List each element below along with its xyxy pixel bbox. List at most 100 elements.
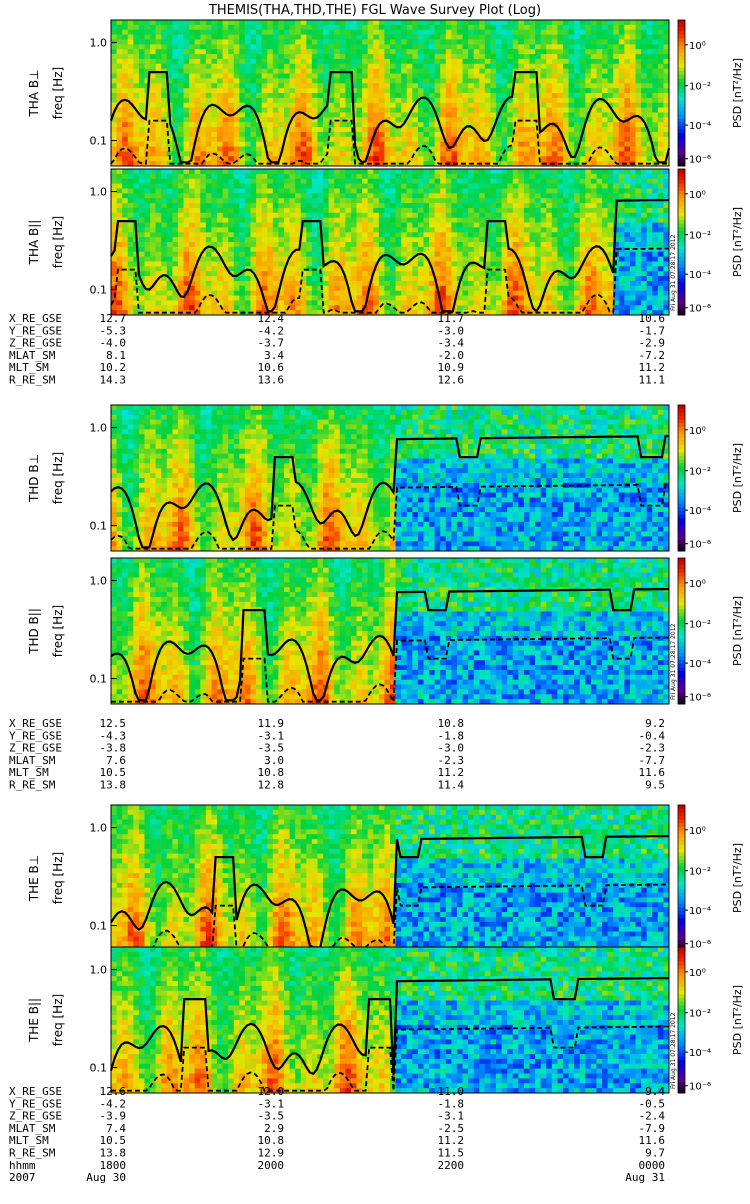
colorbar-tick-label: 10⁰ [689,579,706,590]
ephemeris-value: -1.8 [438,1097,465,1110]
ephemeris-value: 7.4 [106,1122,126,1135]
ephemeris-value: 11.1 [639,374,666,387]
ephemeris-name: Y_RE_GSE [9,324,62,337]
colorbar-tick-label: 10⁻² [689,467,711,478]
start-date-label: Aug 30 [86,1171,126,1184]
ephemeris-value: -3.1 [438,1110,465,1123]
ephemeris-name: Y_RE_GSE [9,1097,62,1110]
y-axis-label: freq [Hz] [51,67,65,119]
time-tick-label: 0000 [639,1159,666,1172]
ephemeris-value: 12.6 [438,374,465,387]
colorbar-label: PSD [nT²/Hz] [731,58,744,128]
end-date-label: Aug 31 [625,1171,665,1184]
ephemeris-value: 12.5 [100,717,127,730]
panel-label: THD B⊥ [27,454,41,503]
ephemeris-value: 11.7 [438,312,465,325]
y-tick-label: 0.1 [90,520,108,533]
ephemeris-value: 3.4 [264,349,284,362]
ephemeris-name: MLT_SM [9,1134,49,1147]
ephemeris-value: -7.9 [639,1122,666,1135]
colorbar-tick-label: 10⁻² [689,620,711,631]
colorbar-tick-label: 10⁻⁴ [689,270,711,281]
ephemeris-value: 8.1 [106,349,126,362]
timestamp: Fri Aug 31 07:28:17 2012 [670,1012,677,1089]
ephemeris-value: -4.2 [258,324,285,337]
ephemeris-name: R_RE_SM [9,1147,56,1160]
ephemeris-value: 10.8 [258,766,285,779]
colorbar-tick-label: 10⁻⁴ [689,506,711,517]
ephemeris-value: 10.8 [438,717,465,730]
year-label: 2007 [9,1171,36,1184]
ephemeris-value: 12.8 [258,779,285,792]
y-tick-label: 0.1 [90,673,108,686]
colorbar-tick-label: 10⁻⁶ [689,304,711,315]
ephemeris-value: 10.6 [258,361,285,374]
y-axis-label: freq [Hz] [51,852,65,904]
ephemeris-value: -4.2 [100,1097,127,1110]
ephemeris-value: -2.3 [639,742,666,755]
ephemeris-value: -3.1 [258,1097,285,1110]
ephemeris-name: R_RE_SM [9,374,56,387]
colorbar-tick-label: 10⁻² [689,867,711,878]
y-tick-label: 1.0 [90,822,108,835]
ephemeris-value: 11.2 [639,361,666,374]
ephemeris-value: 12.7 [100,312,127,325]
ephemeris-name: MLT_SM [9,766,49,779]
ephemeris-value: 11.6 [639,766,666,779]
y-tick-label: 1.0 [90,37,108,50]
panel-label: THA B⊥ [27,69,41,117]
y-axis-label: freq [Hz] [51,994,65,1046]
colorbar-tick-label: 10⁻² [689,1009,711,1020]
ephemeris-value: 13.8 [100,779,127,792]
ephemeris-name: Y_RE_GSE [9,729,62,742]
ephemeris-name: X_RE_GSE [9,312,62,325]
colorbar-tick-label: 10⁻⁴ [689,121,711,132]
timestamp: Fri Aug 31 07:28:17 2012 [670,623,677,700]
ephemeris-value: -1.8 [438,729,465,742]
y-tick-label: 1.0 [90,575,108,588]
y-tick-label: 0.1 [90,284,108,297]
ephemeris-value: 12.9 [258,1147,285,1160]
ephemeris-value: 3.0 [264,754,284,767]
ephemeris-value: -2.9 [639,337,666,350]
colorbar-tick-label: 10⁻² [689,231,711,242]
ephemeris-value: -0.4 [639,729,666,742]
ephemeris-value: -3.4 [438,337,465,350]
colorbar-label: PSD [nT²/Hz] [731,985,744,1055]
ephemeris-name: Z_RE_GSE [9,1110,62,1123]
time-tick-label: 2200 [438,1159,465,1172]
ephemeris-value: -4.3 [100,729,127,742]
ephemeris-name: Z_RE_GSE [9,742,62,755]
ephemeris-value: -3.9 [100,1110,127,1123]
ephemeris-name: MLAT_SM [9,349,56,362]
ephemeris-value: 11.9 [258,717,285,730]
ephemeris-value: 11.4 [438,779,465,792]
colorbar-tick-label: 10⁻⁴ [689,906,711,917]
ephemeris-value: -2.0 [438,349,465,362]
ephemeris-value: -2.4 [639,1110,666,1123]
ephemeris-value: 9.5 [645,779,665,792]
time-axis-label: hhmm [9,1159,36,1172]
y-tick-label: 0.1 [90,1062,108,1075]
ephemeris-name: R_RE_SM [9,779,56,792]
panel-label: THE B⊥ [27,855,41,902]
ephemeris-value: 9.4 [645,1085,665,1098]
panel-label: THA B|| [27,220,41,266]
panel-label: THD B|| [27,608,41,655]
ephemeris-name: X_RE_GSE [9,1085,62,1098]
ephemeris-value: -2.5 [438,1122,465,1135]
y-axis-label: freq [Hz] [51,216,65,268]
colorbar-label: PSD [nT²/Hz] [731,207,744,277]
ephemeris-value: 10.2 [100,361,127,374]
colorbar-tick-label: 10⁻⁶ [689,155,711,166]
colorbar-label: PSD [nT²/Hz] [731,443,744,513]
ephemeris-value: 11.5 [438,1147,465,1160]
